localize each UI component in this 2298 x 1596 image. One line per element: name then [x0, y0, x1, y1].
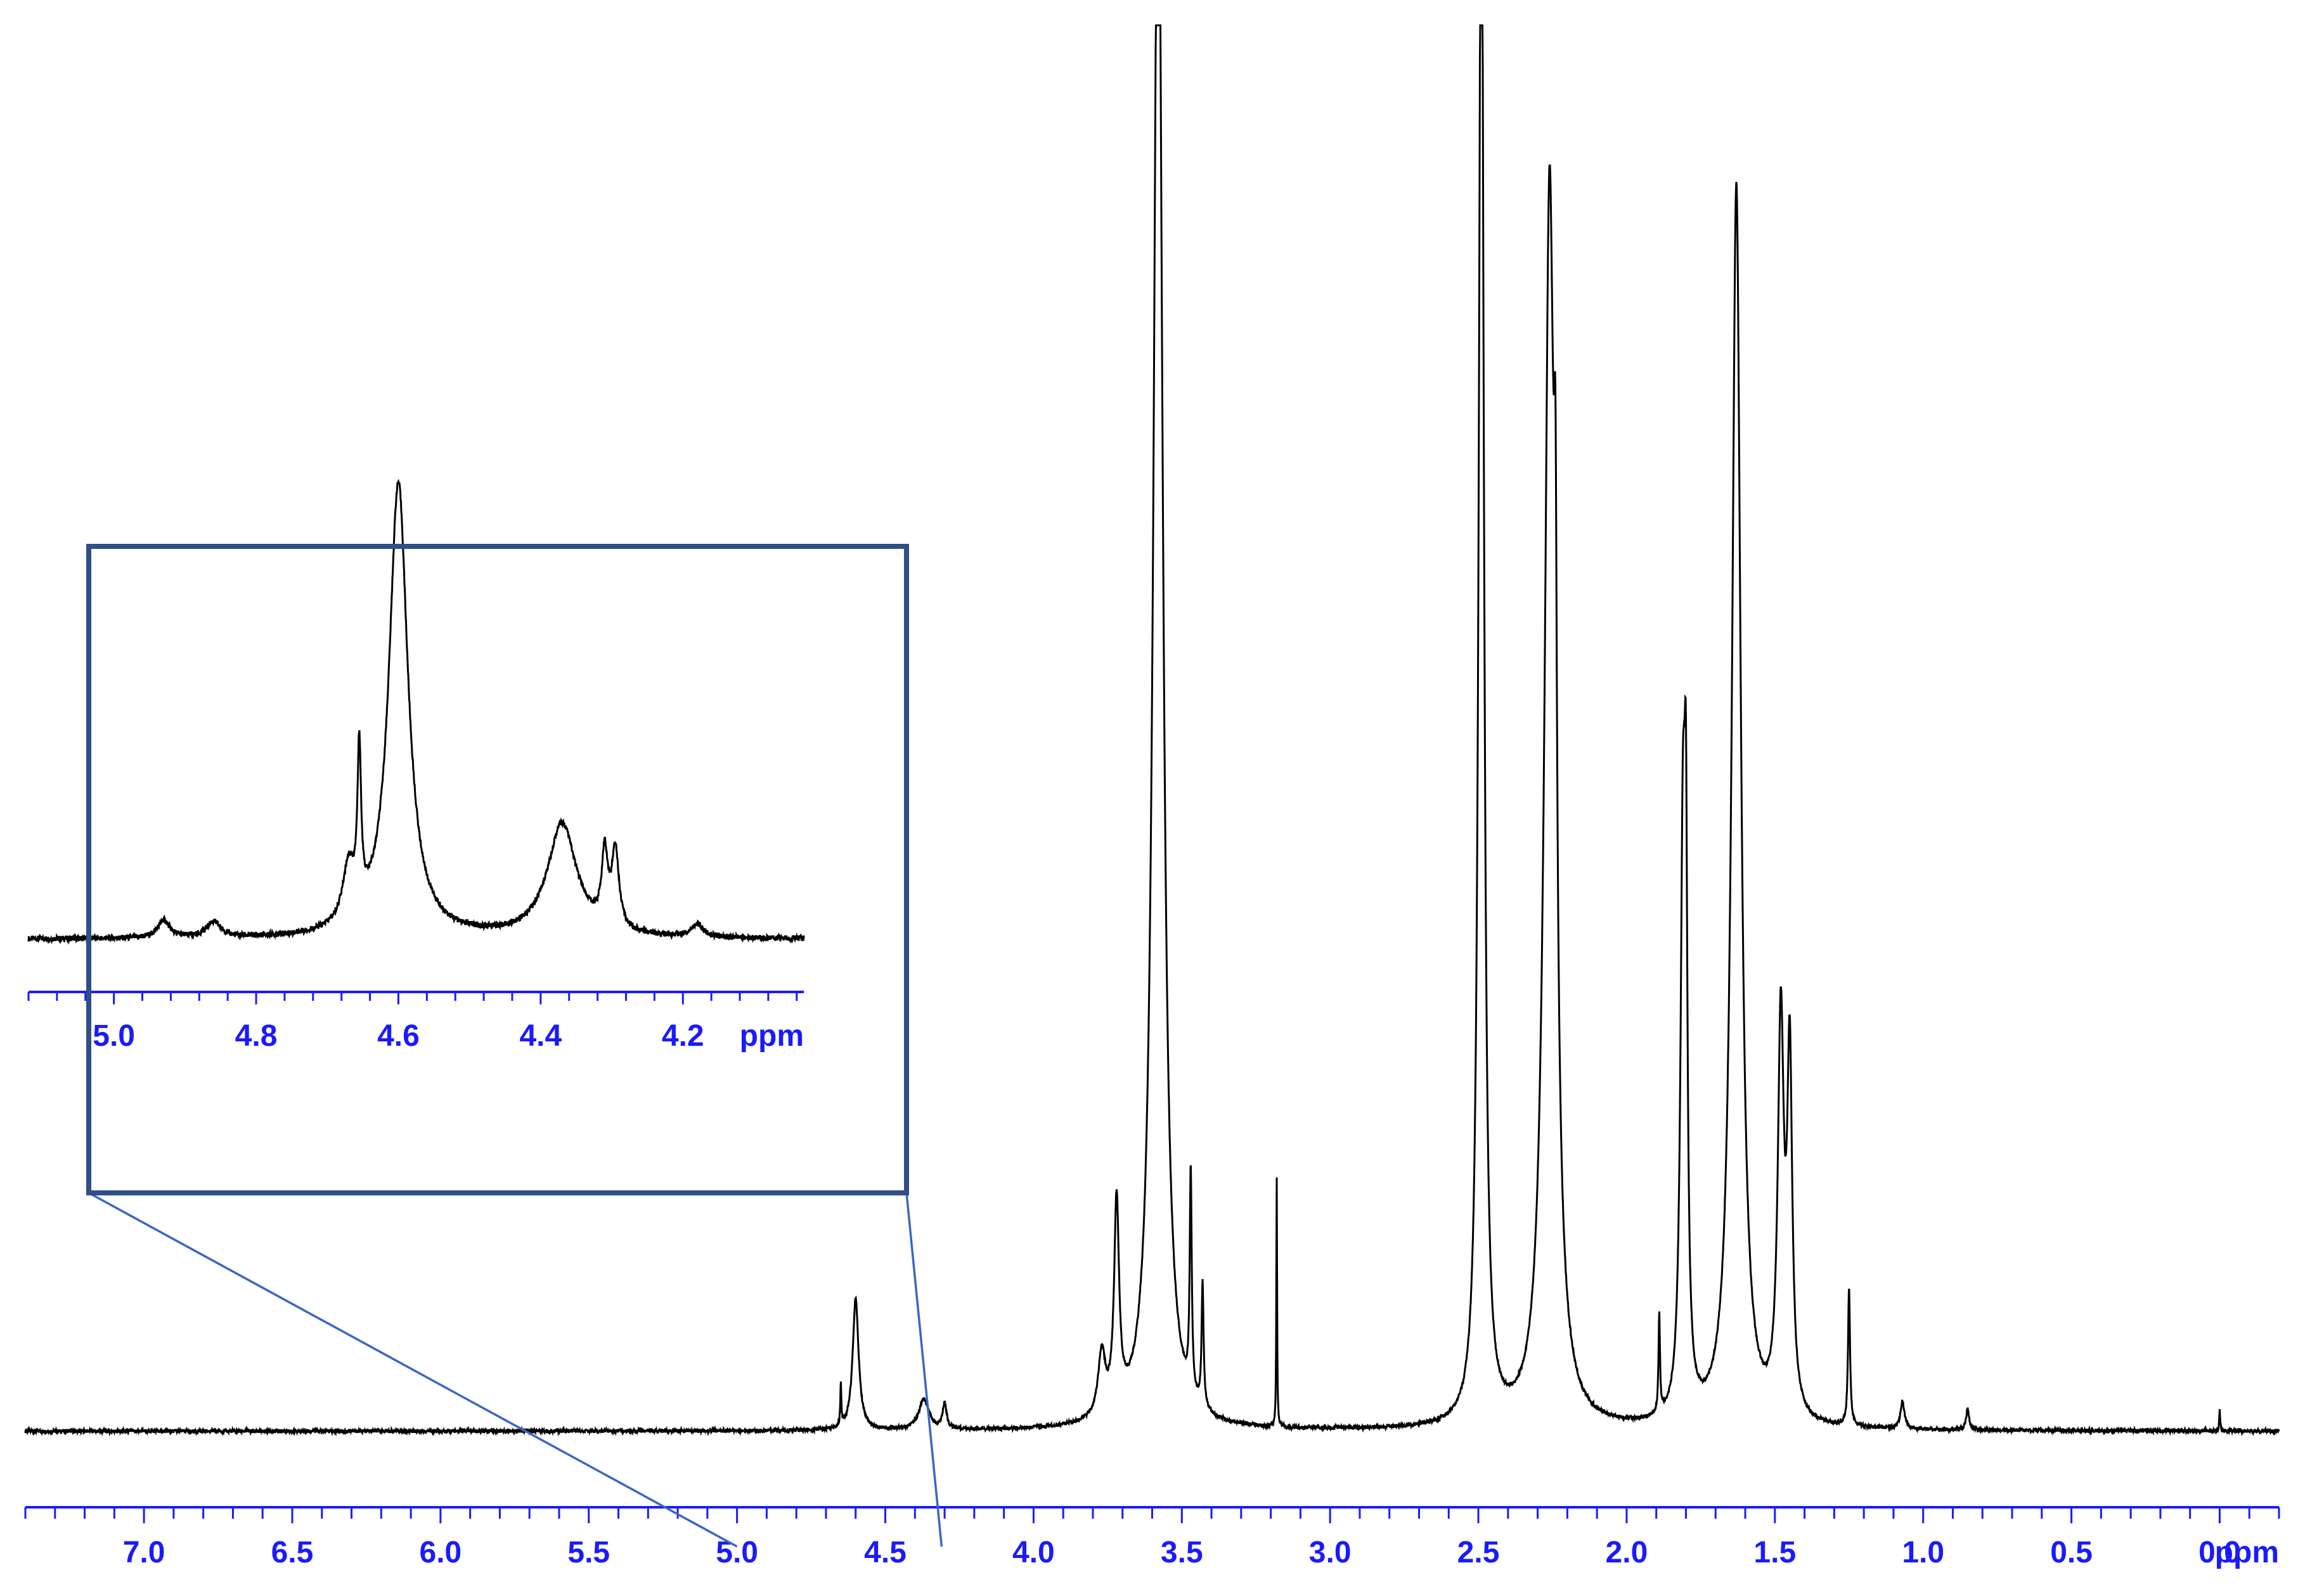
- main-x-tick-label: 1.0: [1902, 1536, 1944, 1569]
- inset-x-tick-label: 4.6: [377, 1019, 420, 1053]
- inset-x-axis-label: ppm: [740, 1019, 804, 1053]
- main-x-tick-label: 1.5: [1753, 1536, 1796, 1569]
- inset-x-axis-ticks: [27, 992, 798, 1005]
- main-x-tick-label: 2.5: [1457, 1536, 1500, 1569]
- main-x-axis-ticks: [24, 1507, 2280, 1524]
- inset-spectrum-line: [27, 479, 805, 945]
- main-x-tick-label: 0.0: [2198, 1536, 2241, 1569]
- zoom-connector-right: [905, 1192, 943, 1547]
- main-spectrum-line: [24, 24, 2280, 1437]
- main-x-tick-label: 6.0: [420, 1536, 462, 1569]
- inset-frame: [86, 544, 909, 1195]
- main-x-axis-tick-labels: 7.0 6.5 6.0 5.5 5.0 4.5 4.0 3.5 3.0 2.5 2.0 1.5 1.0 0…: [123, 1536, 2241, 1569]
- inset-x-axis-tick-labels: 5.0 4.8 4.6 4.4 4.2: [93, 1019, 704, 1053]
- main-x-tick-label: 7.0: [123, 1536, 165, 1569]
- inset-x-tick-label: 4.4: [519, 1019, 562, 1053]
- main-x-tick-label: 4.0: [1012, 1536, 1055, 1569]
- inset-x-tick-label: 4.8: [235, 1019, 278, 1053]
- main-x-tick-label: 6.5: [271, 1536, 314, 1569]
- main-plot: 7.0 6.5 6.0 5.5 5.0 4.5 4.0 3.5 3.0 2.5 2.0 1.5 1.0 0…: [24, 24, 2280, 1569]
- main-x-tick-label: 3.0: [1309, 1536, 1352, 1569]
- inset-x-tick-label: 4.2: [662, 1019, 704, 1053]
- main-x-tick-label: 3.5: [1161, 1536, 1203, 1569]
- main-x-tick-label: 0.5: [2050, 1536, 2093, 1569]
- main-x-axis-label: ppm: [2215, 1536, 2279, 1569]
- main-x-tick-label: 5.5: [567, 1536, 610, 1569]
- main-x-tick-label: 4.5: [864, 1536, 907, 1569]
- main-x-tick-label: 2.0: [1606, 1536, 1648, 1569]
- zoom-connector-lines: [88, 1192, 943, 1548]
- zoom-connector-left: [88, 1192, 738, 1548]
- inset-plot: 5.0 4.8 4.6 4.4 4.2 ppm: [27, 479, 909, 1195]
- main-x-tick-label: 5.0: [716, 1536, 758, 1569]
- inset-x-tick-label: 5.0: [93, 1019, 135, 1053]
